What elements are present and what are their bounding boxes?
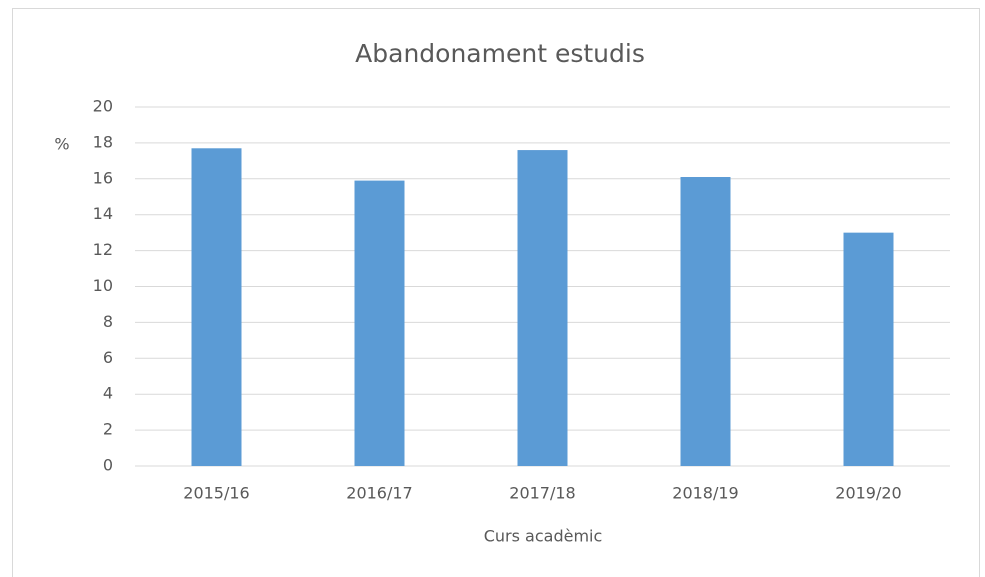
x-tick-label: 2019/20 [835,484,901,503]
chart-frame [12,8,980,577]
y-tick-label: 16 [93,168,113,187]
x-tick-label: 2018/19 [672,484,738,503]
y-tick-label: 18 [93,132,113,151]
x-tick-label: 2016/17 [346,484,412,503]
chart-title: Abandonament estudis [355,39,645,68]
x-tick-label: 2017/18 [509,484,575,503]
bar [843,232,894,466]
bar [680,177,731,466]
y-axis-label: % [54,135,69,154]
bar [354,180,405,466]
y-tick-label: 0 [103,456,113,475]
y-tick-label: 8 [103,312,113,331]
x-tick-label: 2015/16 [183,484,249,503]
y-tick-label: 10 [93,276,113,295]
y-tick-label: 14 [93,204,113,223]
bar [517,150,568,466]
bar [191,148,242,466]
y-tick-label: 6 [103,348,113,367]
y-tick-label: 4 [103,384,113,403]
y-tick-label: 2 [103,420,113,439]
y-tick-label: 20 [93,97,113,116]
y-tick-label: 12 [93,240,113,259]
x-axis-label: Curs acadèmic [484,527,603,546]
